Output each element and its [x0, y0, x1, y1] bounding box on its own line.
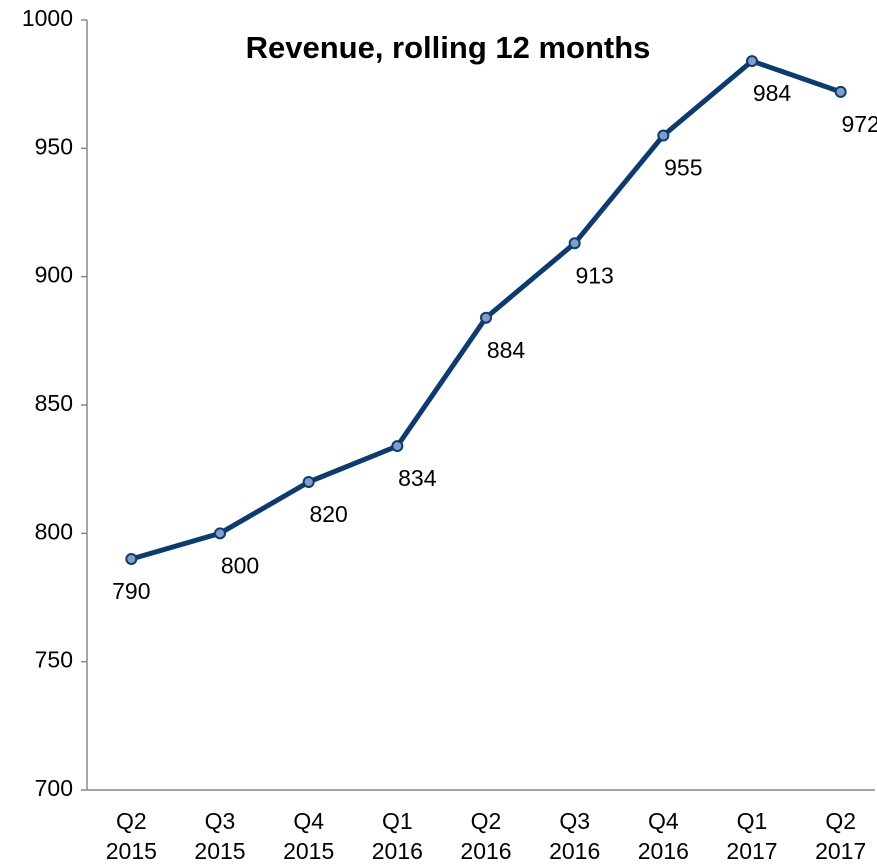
- data-label: 913: [575, 262, 613, 288]
- x-tick-label: Q4: [293, 808, 324, 834]
- y-tick-label: 700: [35, 775, 73, 801]
- x-tick-label: Q2: [471, 808, 502, 834]
- x-tick-label: 2016: [638, 838, 689, 864]
- x-tick-label: Q3: [559, 808, 590, 834]
- x-tick-label: 2016: [372, 838, 423, 864]
- y-tick-label: 750: [35, 647, 73, 673]
- data-label: 972: [841, 111, 877, 137]
- marker: [746, 55, 758, 68]
- x-tick-label: 2017: [815, 838, 866, 864]
- x-tick-label: 2015: [283, 838, 334, 864]
- y-tick-label: 1000: [22, 5, 73, 31]
- y-tick-label: 850: [35, 390, 73, 416]
- x-tick-label: Q2: [116, 808, 147, 834]
- data-label: 834: [398, 465, 437, 491]
- chart-title: Revenue, rolling 12 months: [246, 30, 651, 65]
- x-tick-label: 2016: [549, 838, 600, 864]
- data-label: 884: [487, 337, 526, 363]
- y-tick-label: 950: [35, 133, 73, 159]
- marker: [391, 440, 404, 453]
- data-label: 955: [664, 155, 702, 181]
- marker: [214, 527, 226, 540]
- data-label: 800: [221, 552, 259, 578]
- x-tick-label: Q2: [825, 808, 856, 834]
- marker: [480, 311, 492, 324]
- x-tick-label: Q3: [205, 808, 236, 834]
- marker: [568, 237, 581, 250]
- marker: [302, 476, 315, 488]
- x-tick-label: Q1: [737, 808, 768, 834]
- data-label: 820: [309, 501, 347, 527]
- line: [130, 58, 842, 562]
- x-tick-label: Q1: [382, 808, 413, 834]
- marker: [657, 129, 670, 142]
- data-label: 984: [753, 80, 792, 106]
- y-tick-label: 900: [35, 262, 73, 288]
- marker: [125, 553, 138, 565]
- marker: [834, 85, 847, 98]
- x-tick-label: Q4: [648, 808, 679, 834]
- x-tick-label: 2016: [460, 838, 511, 864]
- x-tick-label: 2015: [194, 838, 245, 864]
- y-tick-label: 800: [35, 518, 73, 544]
- x-tick-label: 2015: [106, 838, 157, 864]
- x-tick-label: 2017: [726, 838, 777, 864]
- data-label: 790: [112, 578, 150, 604]
